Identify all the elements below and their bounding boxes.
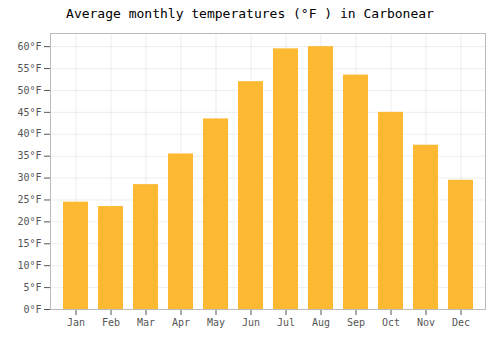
svg-text:50°F: 50°F bbox=[17, 85, 41, 96]
svg-text:60°F: 60°F bbox=[17, 41, 41, 52]
svg-text:0°F: 0°F bbox=[23, 304, 41, 315]
svg-text:Oct: Oct bbox=[382, 317, 400, 328]
svg-text:Jun: Jun bbox=[242, 317, 260, 328]
svg-text:35°F: 35°F bbox=[17, 150, 41, 161]
svg-text:20°F: 20°F bbox=[17, 216, 41, 227]
svg-text:5°F: 5°F bbox=[23, 282, 41, 293]
svg-text:May: May bbox=[207, 317, 225, 328]
svg-text:Feb: Feb bbox=[102, 317, 120, 328]
svg-text:Apr: Apr bbox=[172, 317, 190, 328]
svg-text:30°F: 30°F bbox=[17, 172, 41, 183]
svg-text:45°F: 45°F bbox=[17, 107, 41, 118]
svg-text:40°F: 40°F bbox=[17, 128, 41, 139]
svg-text:Jan: Jan bbox=[67, 317, 85, 328]
svg-text:Sep: Sep bbox=[347, 317, 365, 328]
svg-text:10°F: 10°F bbox=[17, 260, 41, 271]
svg-text:Nov: Nov bbox=[417, 317, 435, 328]
svg-text:Dec: Dec bbox=[452, 317, 470, 328]
svg-text:Jul: Jul bbox=[277, 317, 295, 328]
svg-text:25°F: 25°F bbox=[17, 194, 41, 205]
html-text:Average monthly temperatures (: Average monthly temperatures (°F ) in Ca… bbox=[66, 6, 434, 21]
svg-text:55°F: 55°F bbox=[17, 63, 41, 74]
svg-text:Aug: Aug bbox=[312, 317, 330, 328]
svg-text:15°F: 15°F bbox=[17, 238, 41, 249]
svg-text:Mar: Mar bbox=[137, 317, 155, 328]
